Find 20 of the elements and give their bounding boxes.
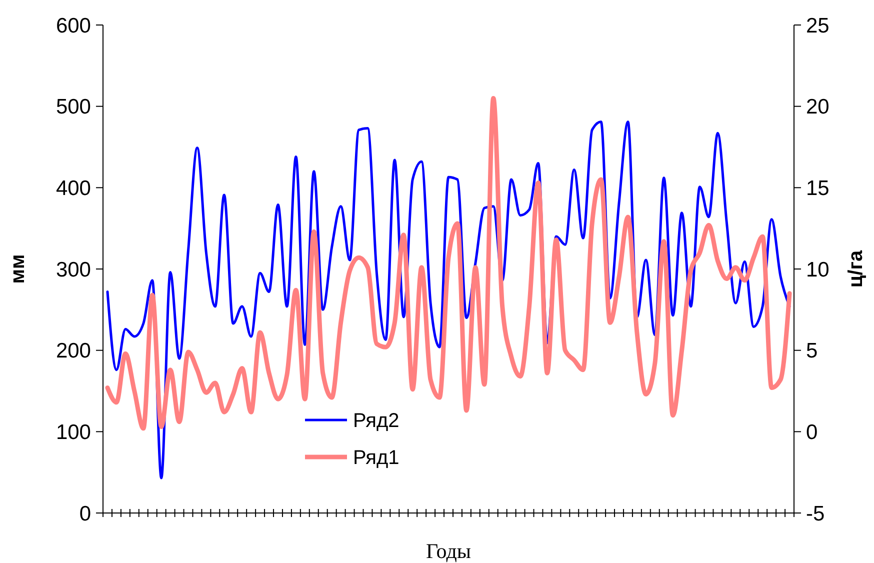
y2-tick-label: 0 (806, 421, 818, 444)
line-series (105, 96, 792, 431)
y2-tick-label: 5 (806, 340, 818, 363)
y-tick-label: 200 (56, 340, 91, 363)
x-axis-title: Годы (426, 539, 471, 563)
y2-tick-label: 20 (806, 96, 830, 119)
y-axis-title: мм (7, 254, 29, 284)
y-tick-label: 100 (56, 421, 91, 444)
y-tick-label: 400 (56, 177, 91, 200)
legend-label: Ряд1 (353, 447, 400, 469)
y2-tick-label: -5 (806, 502, 825, 526)
y-tick-label: 600 (56, 14, 91, 38)
y2-axis-title: ц/га (845, 249, 867, 288)
y2-tick-label: 10 (806, 258, 830, 282)
y-tick-label: 300 (56, 258, 91, 282)
y-tick-label: 500 (56, 96, 91, 119)
legend-label: Ряд2 (353, 410, 400, 432)
y-tick-label: 0 (79, 502, 91, 526)
y2-tick-label: 15 (806, 177, 830, 200)
y2-tick-label: 25 (806, 14, 830, 38)
